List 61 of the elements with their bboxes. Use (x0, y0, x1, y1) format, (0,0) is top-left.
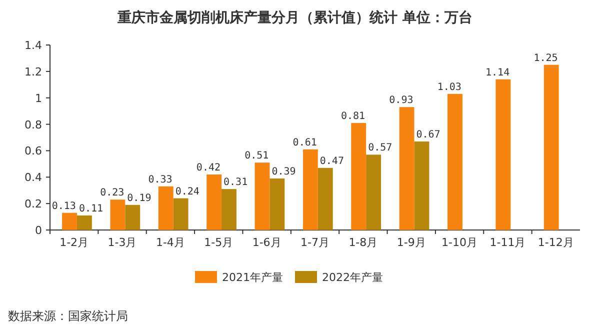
data-label: 0.19 (127, 192, 152, 204)
data-label: 0.61 (292, 137, 317, 148)
y-tick-label: 0.2 (24, 198, 42, 211)
bar (158, 186, 174, 230)
bar (496, 79, 511, 230)
data-label: 0.11 (78, 203, 104, 214)
legend-label: 2021年产量 (222, 271, 283, 284)
data-label: 1.03 (437, 82, 462, 93)
x-tick-label: 1-11月 (490, 236, 526, 249)
x-tick-label: 1-4月 (156, 236, 185, 249)
source-note: 数据来源：国家统计局 (8, 309, 128, 323)
data-label: 0.23 (100, 188, 124, 199)
x-tick-label: 1-9月 (396, 236, 426, 249)
bar (448, 94, 462, 230)
data-label: 0.13 (52, 200, 76, 212)
bar (173, 198, 188, 230)
data-label: 0.47 (320, 156, 344, 167)
data-label: 0.51 (244, 150, 269, 162)
data-label: 0.67 (416, 129, 440, 140)
bar (351, 122, 366, 230)
x-tick-label: 1-7月 (300, 236, 330, 249)
y-tick-label: 1.4 (24, 39, 42, 52)
x-tick-label: 1-12月 (538, 236, 574, 249)
x-tick-label: 1-8月 (348, 236, 378, 249)
data-label: 0.39 (272, 166, 296, 178)
y-tick-label: 0.4 (24, 171, 42, 184)
data-label: 0.24 (175, 186, 200, 198)
data-label: 0.81 (340, 110, 366, 122)
bar (414, 141, 430, 230)
data-label: 0.57 (368, 142, 392, 154)
bar (399, 107, 414, 230)
x-tick-label: 1-10月 (442, 236, 478, 249)
bar (270, 178, 285, 230)
x-tick-label: 1-2月 (60, 236, 89, 249)
bar (110, 200, 126, 230)
data-label: 1.14 (486, 67, 510, 78)
bar (544, 64, 559, 230)
x-tick-label: 1-5月 (204, 236, 234, 249)
chart-title: 重庆市金属切削机床产量分月（累计值）统计 单位：万台 (116, 9, 472, 26)
y-tick-label: 0.8 (24, 118, 42, 132)
data-label: 0.42 (196, 162, 221, 174)
legend-label: 2022年产量 (322, 271, 383, 284)
bar (62, 212, 77, 230)
y-tick-label: 1 (35, 92, 42, 105)
x-tick-label: 1-6月 (252, 236, 282, 249)
bar (206, 174, 222, 230)
bar (366, 154, 382, 230)
data-label: 1.25 (534, 52, 558, 64)
bar (302, 149, 318, 230)
data-label: 0.93 (389, 95, 414, 106)
y-tick-label: 0 (35, 224, 42, 237)
bar (254, 162, 270, 230)
bar (318, 168, 333, 230)
bar (222, 189, 236, 230)
data-label: 0.31 (224, 177, 248, 188)
bar (125, 204, 140, 230)
y-tick-label: 0.6 (24, 144, 42, 158)
x-tick-label: 1-3月 (108, 236, 137, 249)
data-label: 0.33 (148, 174, 172, 186)
y-tick-label: 1.2 (24, 65, 42, 78)
bar (76, 215, 92, 230)
